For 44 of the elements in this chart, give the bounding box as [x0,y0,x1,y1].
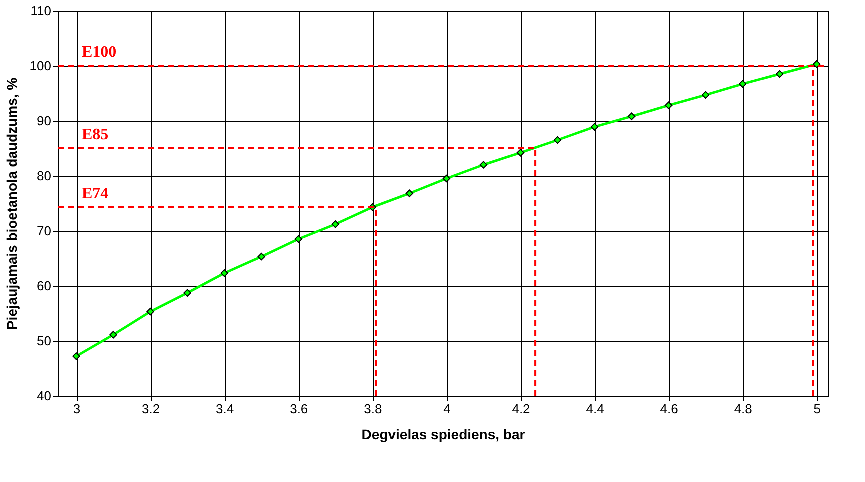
point [406,190,414,198]
point [776,70,784,78]
point [590,123,599,131]
point [739,80,747,88]
x-tick-label: 3.8 [364,402,382,416]
point [516,149,525,157]
point [554,136,562,144]
y-tick-label: 50 [37,334,52,348]
y-tick-label: 40 [37,388,52,404]
y-tick-label: 80 [37,168,52,184]
x-tick-label: 4.6 [660,402,678,416]
ref-line-label: E100 [82,44,117,61]
y-tick-label: 100 [30,58,52,74]
y-axis-title: Piejaujamais bioetanola daudzums, % [4,77,20,330]
ref-line-label: E85 [82,126,109,144]
point [813,60,821,68]
y-tick-label: 90 [37,114,52,128]
point [628,112,636,120]
x-tick-label: 5 [814,402,822,416]
point [702,91,710,100]
point [258,252,266,261]
point [110,331,118,339]
x-tick-label: 3.4 [216,402,234,416]
point [480,161,488,169]
point [184,289,192,298]
point [146,308,154,316]
point [664,102,673,110]
x-tick-label: 3.2 [142,402,160,416]
x-tick-label: 4.4 [586,402,604,416]
x-tick-label: 3.6 [290,402,308,416]
point [332,220,340,228]
x-tick-label: 4.8 [734,402,752,416]
point [442,174,451,183]
ref-line-label: E74 [82,185,109,202]
y-tick-label: 110 [30,4,52,18]
x-tick-label: 3 [73,402,81,416]
x-axis-title: Degvielas spiediens, bar [362,426,526,442]
x-tick-label: 4 [444,402,451,416]
y-tick-label: 60 [37,278,52,294]
point [294,235,302,244]
point [72,352,80,360]
point [220,269,228,278]
y-tick-label: 70 [37,224,52,238]
x-tick-label: 4.2 [512,402,530,416]
